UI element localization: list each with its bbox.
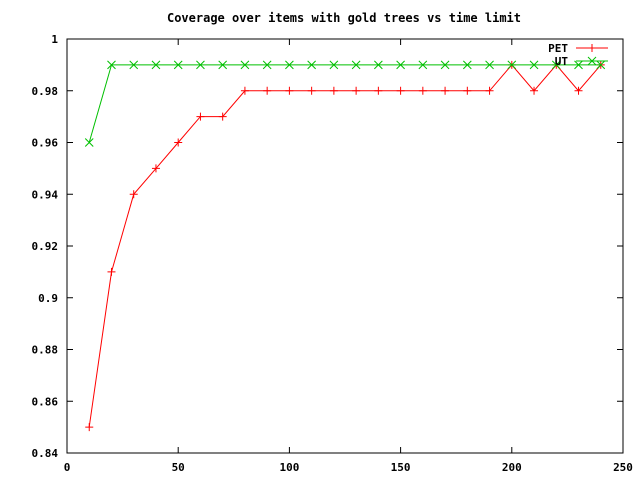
data-point (418, 60, 428, 70)
data-point (174, 138, 183, 147)
data-point (218, 112, 227, 121)
data-point (396, 86, 405, 95)
data-point (374, 86, 383, 95)
data-point (107, 60, 116, 70)
data-point (441, 86, 450, 95)
series-layer (84, 60, 606, 432)
data-point (285, 60, 294, 70)
data-point (129, 190, 138, 199)
data-point (196, 112, 205, 121)
y-tick-label: 0.96 (32, 137, 59, 150)
data-point (173, 60, 183, 70)
chart-title: Coverage over items with gold trees vs t… (167, 11, 521, 25)
data-point (85, 423, 94, 432)
data-point (418, 86, 427, 95)
data-point (262, 60, 272, 70)
data-point (151, 164, 160, 173)
data-point (463, 86, 472, 95)
x-tick-label: 200 (502, 461, 522, 474)
data-point (84, 138, 94, 147)
x-tick-label: 0 (64, 461, 71, 474)
data-point (551, 60, 561, 70)
plot-frame (66, 38, 624, 454)
data-point (485, 86, 494, 95)
x-tick-label: 250 (613, 461, 633, 474)
y-tick-label: 0.88 (32, 344, 59, 357)
data-point (574, 60, 583, 70)
data-point (107, 267, 116, 276)
data-point (329, 60, 339, 70)
data-point (285, 86, 294, 95)
data-point (307, 86, 316, 95)
data-point (307, 60, 316, 70)
legend-marker (587, 56, 597, 66)
data-point (396, 60, 405, 70)
y-tick-label: 1 (51, 33, 58, 46)
axes: 0 50 100 150 200 250 0.84 0.86 0.88 0.9 0.92 0.94 0.… (32, 33, 633, 474)
x-tick-label: 150 (391, 461, 411, 474)
y-tick-label: 0.94 (32, 188, 59, 201)
series-ut (84, 60, 606, 147)
legend-marker (588, 44, 596, 52)
y-tick-label: 0.9 (38, 292, 58, 305)
data-point (529, 60, 539, 70)
data-point (507, 60, 517, 70)
x-tick-label: 50 (172, 461, 185, 474)
data-point (352, 86, 361, 95)
data-point (574, 86, 583, 95)
data-point (329, 86, 338, 95)
y-tick-label: 0.98 (32, 85, 59, 98)
data-point (240, 60, 250, 70)
data-point (374, 60, 383, 70)
x-tick-label: 100 (279, 461, 299, 474)
data-point (151, 60, 161, 70)
y-tick-label: 0.92 (32, 240, 59, 253)
data-point (596, 60, 606, 70)
series-pet (85, 60, 605, 432)
y-tick-label: 0.86 (32, 395, 59, 408)
series-line (88, 64, 602, 428)
data-point (240, 86, 249, 95)
legend-label: PET (548, 42, 568, 55)
legend-label: UT (555, 55, 569, 68)
data-point (351, 60, 361, 70)
data-point (263, 86, 272, 95)
series-line (88, 64, 601, 143)
data-point (462, 60, 472, 70)
data-point (485, 60, 494, 70)
data-point (196, 60, 205, 70)
data-point (218, 60, 228, 70)
data-point (129, 60, 139, 70)
data-point (440, 60, 450, 70)
y-tick-label: 0.84 (32, 447, 59, 460)
data-point (530, 86, 539, 95)
